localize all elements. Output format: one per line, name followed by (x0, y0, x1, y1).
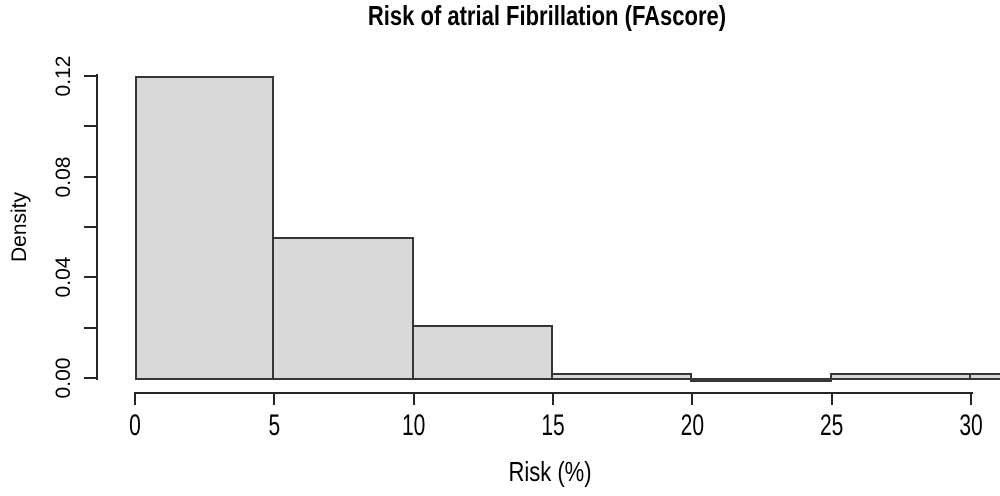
y-axis-line (96, 74, 98, 380)
histogram-bar (969, 372, 1000, 380)
x-tick-label: 15 (541, 410, 565, 443)
histogram-bar (135, 76, 275, 380)
x-tick-label: 10 (401, 410, 426, 443)
histogram-bar (411, 325, 553, 380)
y-tick (84, 125, 96, 128)
x-tick (412, 392, 415, 405)
y-axis-title: Density (8, 191, 31, 263)
x-tick (134, 392, 136, 405)
histogram-bar (551, 372, 693, 380)
y-tick-label: 0.12 (52, 55, 75, 97)
x-tick (273, 392, 276, 405)
y-tick (84, 377, 96, 379)
x-tick-label: 0 (129, 410, 141, 443)
x-tick-label: 25 (819, 410, 844, 443)
x-tick (691, 392, 694, 405)
histogram-bar (829, 372, 971, 380)
y-tick-label: 0.00 (52, 357, 75, 399)
histogram-bar (272, 237, 414, 380)
y-tick (84, 276, 96, 279)
x-tick-label: 5 (268, 410, 281, 443)
x-tick-label: 20 (680, 410, 705, 443)
y-tick (84, 75, 96, 77)
y-tick (84, 326, 96, 329)
x-tick (970, 392, 972, 405)
y-tick (84, 226, 96, 228)
histogram-bar (690, 378, 832, 382)
y-tick (84, 175, 96, 178)
chart-title: Risk of atrial Fibrillation (FAscore) (367, 0, 727, 32)
x-axis-title: Risk (%) (508, 456, 592, 488)
x-tick-label: 30 (959, 410, 983, 443)
x-tick (830, 392, 833, 405)
x-tick (552, 392, 554, 405)
y-tick-label: 0.04 (52, 256, 75, 298)
y-tick-label: 0.08 (52, 156, 75, 198)
